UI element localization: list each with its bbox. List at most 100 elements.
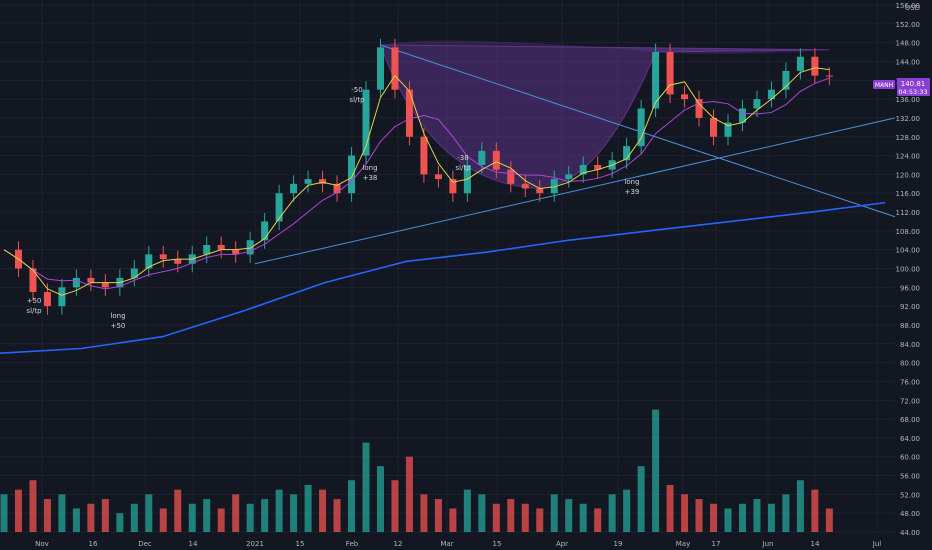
y-tick-label: 152.00 — [896, 21, 921, 29]
volume-bar — [536, 508, 544, 532]
candle-body — [246, 240, 254, 255]
candle-body — [550, 179, 558, 194]
candle-body — [203, 244, 211, 255]
candle-body — [637, 108, 645, 147]
last-price: 140.81 — [901, 80, 926, 88]
volume-bar — [825, 508, 833, 532]
trade-annotation: sl/tp — [455, 164, 471, 172]
y-tick-label: 108.00 — [896, 228, 921, 236]
y-tick-label: 100.00 — [896, 266, 921, 274]
candle-body — [710, 117, 718, 137]
volume-bar — [174, 489, 182, 532]
candle-body — [420, 136, 428, 175]
volume-bar — [565, 499, 573, 532]
x-tick-label: 14 — [189, 540, 198, 548]
volume-bar — [420, 494, 428, 532]
x-tick-label: Dec — [138, 540, 152, 548]
candle-body — [478, 150, 486, 165]
volume-bar — [348, 480, 356, 532]
volume-bar — [767, 503, 775, 532]
volume-bar — [434, 499, 442, 532]
candle-body — [319, 179, 327, 184]
trade-annotation: +39 — [625, 188, 640, 196]
trade-annotation: -38 — [457, 154, 468, 162]
candle-body — [304, 179, 312, 184]
candle-body — [811, 56, 819, 76]
volume-bar — [463, 489, 471, 532]
volume-bar — [261, 499, 269, 532]
price-tag — [897, 78, 930, 96]
volume-bar — [333, 499, 341, 532]
x-tick-label: Apr — [556, 540, 568, 548]
x-tick-label: Jun — [762, 540, 774, 548]
y-tick-label: 52.00 — [900, 491, 920, 499]
y-tick-label: 64.00 — [900, 435, 920, 443]
symbol-tag — [873, 80, 895, 89]
volume-bar — [681, 494, 689, 532]
volume-bar — [492, 503, 500, 532]
candle-body — [405, 89, 413, 137]
candle-body — [174, 259, 182, 264]
volume-bar — [0, 494, 8, 532]
candle-body — [376, 47, 384, 90]
x-tick-label: 19 — [614, 540, 623, 548]
x-tick-label: 15 — [296, 540, 305, 548]
candle-body — [43, 292, 51, 307]
candle-body — [290, 183, 298, 194]
volume-bar — [29, 480, 37, 532]
volume-bar — [652, 409, 660, 532]
candle-body — [217, 244, 225, 250]
volume-bar — [116, 513, 124, 532]
x-tick-label: 17 — [712, 540, 721, 548]
candle-body — [391, 47, 399, 90]
volume-bar — [101, 499, 109, 532]
y-tick-label: 104.00 — [896, 247, 921, 255]
candle-body — [58, 287, 66, 307]
volume-bar — [58, 494, 66, 532]
candle-body — [261, 221, 269, 241]
candle-body — [521, 183, 529, 189]
y-tick-label: 120.00 — [896, 171, 921, 179]
candle-body — [275, 193, 283, 222]
volume-bar — [796, 480, 804, 532]
candle-body — [565, 174, 573, 180]
ma-slow-line — [0, 201, 886, 354]
volume-bar — [145, 494, 153, 532]
x-tick-label: Nov — [35, 540, 49, 548]
volume-bar — [710, 503, 718, 532]
trade-annotation: sl/tp — [26, 307, 42, 315]
candle-body — [333, 183, 341, 194]
volume-bar — [72, 508, 80, 532]
candle-body — [681, 94, 689, 100]
volume-bar — [246, 503, 254, 532]
x-tick-label: Jul — [872, 540, 882, 548]
volume-bar — [304, 484, 312, 532]
candle-body — [72, 277, 80, 288]
trade-annotation: long — [624, 178, 639, 186]
candle-body — [130, 268, 138, 278]
volume-bar — [319, 489, 327, 532]
volume-bar — [217, 508, 225, 532]
volume-bar — [391, 480, 399, 532]
candle-body — [87, 277, 95, 283]
candle-body — [825, 75, 833, 77]
trade-annotation: long — [110, 312, 125, 320]
y-tick-label: 148.00 — [896, 40, 921, 48]
candle-body — [362, 89, 370, 156]
volume-bar — [376, 466, 384, 532]
x-tick-label: Mar — [440, 540, 453, 548]
x-tick-label: 2021 — [246, 540, 264, 548]
candle-body — [652, 52, 660, 109]
y-tick-label: 60.00 — [900, 454, 920, 462]
candle-body — [695, 99, 703, 118]
y-tick-label: 116.00 — [896, 190, 921, 198]
volume-bar — [521, 503, 529, 532]
volume-bar — [203, 499, 211, 532]
trade-annotation: sl/tp — [349, 96, 365, 104]
y-tick-label: 84.00 — [900, 341, 920, 349]
y-tick-label: 124.00 — [896, 153, 921, 161]
candle-body — [536, 188, 544, 194]
symbol-label: MANH — [875, 82, 893, 89]
